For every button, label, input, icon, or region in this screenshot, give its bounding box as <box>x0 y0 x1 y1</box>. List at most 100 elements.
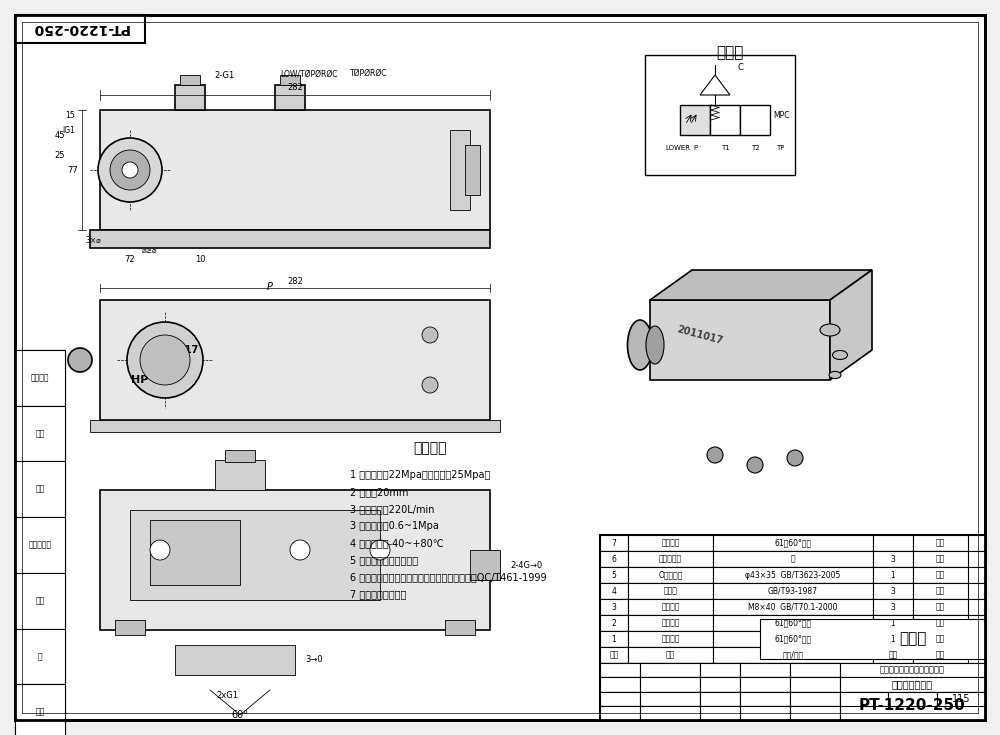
Text: MPC: MPC <box>774 110 790 120</box>
Polygon shape <box>700 75 730 95</box>
Text: 阀面密封圆: 阀面密封圆 <box>659 554 682 564</box>
Bar <box>713 567 873 583</box>
Text: 名称: 名称 <box>666 650 675 659</box>
Bar <box>100 300 490 420</box>
Text: ⌀≥⌀: ⌀≥⌀ <box>142 246 158 255</box>
Bar <box>600 599 628 615</box>
Text: 5 工作介质：抗磨液压油: 5 工作介质：抗磨液压油 <box>350 555 418 565</box>
Bar <box>913 615 968 631</box>
Text: 2011017: 2011017 <box>676 324 724 346</box>
Bar <box>713 599 873 615</box>
Bar <box>913 631 968 647</box>
Text: 批准: 批准 <box>35 596 45 605</box>
Bar <box>225 450 255 462</box>
Bar <box>740 663 790 677</box>
Bar <box>115 620 145 635</box>
Bar <box>600 615 628 631</box>
Bar <box>465 145 480 195</box>
Text: 3: 3 <box>612 603 616 612</box>
Bar <box>640 663 700 677</box>
Bar <box>15 406 65 462</box>
Bar <box>215 460 265 490</box>
Bar <box>873 647 913 663</box>
Text: 原理图: 原理图 <box>716 45 744 60</box>
Text: 组合件: 组合件 <box>899 631 926 647</box>
Text: 61、60°内块: 61、60°内块 <box>774 618 812 628</box>
Bar <box>600 567 985 583</box>
Ellipse shape <box>832 351 848 359</box>
Bar <box>600 677 840 692</box>
Bar <box>710 105 740 135</box>
Bar <box>628 583 713 599</box>
Text: 成品: 成品 <box>936 634 945 644</box>
Text: 主要参数: 主要参数 <box>413 441 447 455</box>
Text: 77: 77 <box>67 165 78 174</box>
Bar <box>600 567 628 583</box>
Text: 字: 字 <box>38 652 42 661</box>
Bar <box>628 567 713 583</box>
Circle shape <box>122 162 138 178</box>
Text: GB/T93-1987: GB/T93-1987 <box>768 587 818 595</box>
Bar <box>700 706 740 720</box>
Text: 1: 1 <box>891 570 895 579</box>
Circle shape <box>127 322 203 398</box>
Text: 2 通径：20mm: 2 通径：20mm <box>350 487 408 497</box>
Text: 邨件明细: 邨件明细 <box>661 539 680 548</box>
Bar <box>90 420 500 432</box>
Bar <box>600 535 985 720</box>
Text: 备注: 备注 <box>936 539 945 548</box>
Text: 备注: 备注 <box>936 603 945 612</box>
Bar <box>873 615 913 631</box>
Text: 3×⌀: 3×⌀ <box>85 235 101 245</box>
Bar <box>600 583 628 599</box>
Text: 材料: 材料 <box>936 650 945 659</box>
Bar <box>873 567 913 583</box>
Bar <box>628 615 713 631</box>
Text: 4 工作温度：-40~+80℃: 4 工作温度：-40~+80℃ <box>350 538 444 548</box>
Text: 数量: 数量 <box>888 650 898 659</box>
Text: 技术要求: 技术要求 <box>31 373 49 382</box>
Bar <box>600 551 628 567</box>
Bar <box>600 663 840 677</box>
Circle shape <box>150 540 170 560</box>
Bar <box>600 631 628 647</box>
Bar <box>628 551 713 567</box>
Ellipse shape <box>829 371 841 379</box>
Bar <box>790 663 840 677</box>
Bar <box>937 692 985 706</box>
Bar <box>175 85 205 110</box>
Bar <box>600 535 985 551</box>
Bar <box>840 692 985 720</box>
Bar <box>15 350 65 735</box>
Text: 备注: 备注 <box>936 554 945 564</box>
Bar <box>470 550 500 580</box>
Bar <box>600 599 985 615</box>
Circle shape <box>290 540 310 560</box>
Bar <box>15 350 65 406</box>
Bar <box>840 677 985 692</box>
Bar <box>600 615 985 631</box>
Bar <box>873 535 913 551</box>
Bar <box>740 677 790 692</box>
Text: HP: HP <box>131 375 149 385</box>
Text: 60°: 60° <box>232 710 248 720</box>
Text: 45: 45 <box>54 131 65 140</box>
Bar <box>713 647 873 663</box>
Bar <box>445 620 475 635</box>
Bar <box>15 684 65 735</box>
Text: 规格/型号: 规格/型号 <box>782 650 804 659</box>
Text: 115: 115 <box>952 694 970 703</box>
Text: 备注: 备注 <box>936 587 945 595</box>
Text: TØPØRØC: TØPØRØC <box>350 69 388 78</box>
Bar <box>600 583 985 599</box>
Text: 单元夹圆: 单元夹圆 <box>661 634 680 644</box>
Text: 2xG1: 2xG1 <box>216 690 238 700</box>
Text: 282: 282 <box>287 83 303 92</box>
Bar <box>713 615 873 631</box>
Bar <box>700 663 740 677</box>
Text: 3: 3 <box>891 587 895 595</box>
Text: 61、60°内块: 61、60°内块 <box>774 539 812 548</box>
Circle shape <box>422 377 438 393</box>
Text: PT-1220-250: PT-1220-250 <box>31 21 129 35</box>
Bar <box>600 535 628 551</box>
